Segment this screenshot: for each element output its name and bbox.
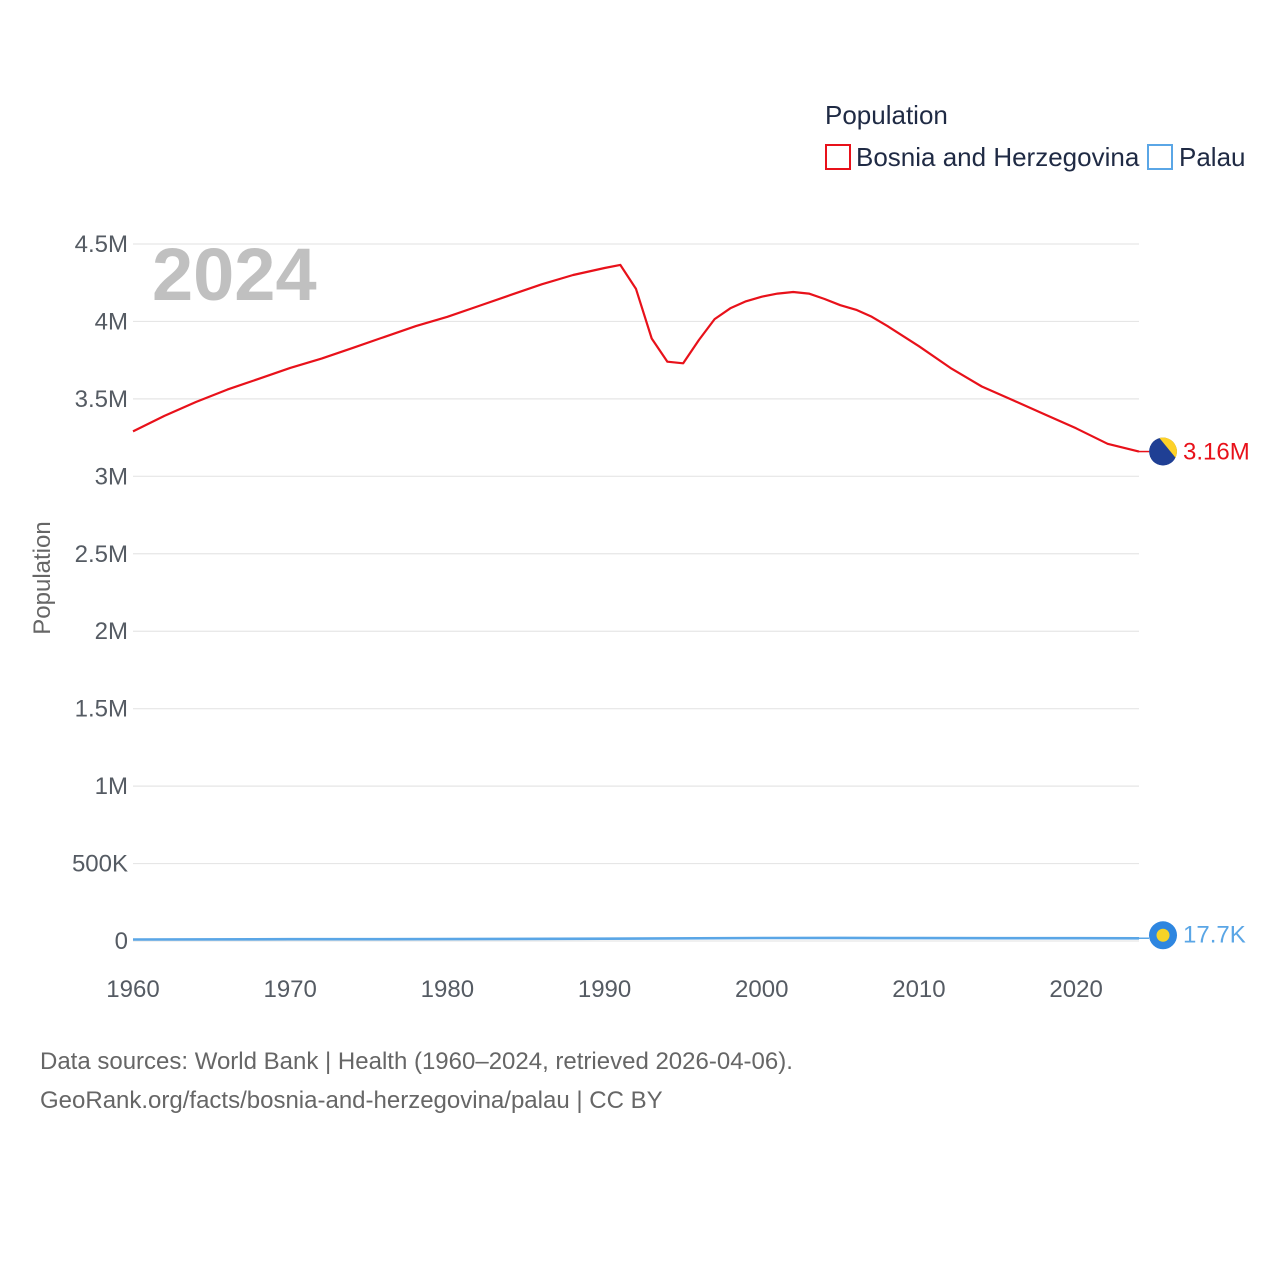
- y-tick-label: 3.5M: [75, 386, 128, 413]
- end-label-bosnia: 3.16M: [1183, 439, 1250, 466]
- y-tick-label: 4.5M: [75, 231, 128, 258]
- end-marker-bosnia: 3.16M: [1149, 437, 1250, 466]
- end-marker-palau: 17.7K: [1149, 921, 1246, 950]
- x-tick-label: 1970: [263, 976, 316, 1003]
- year-label: 2024: [152, 233, 317, 316]
- series-line-bosnia[interactable]: [132, 263, 1140, 453]
- legend-item-palau[interactable]: Palau: [1147, 142, 1246, 172]
- end-label-palau: 17.7K: [1183, 921, 1246, 948]
- y-tick-label: 1.5M: [75, 696, 128, 723]
- x-tick-label: 2020: [1049, 976, 1102, 1003]
- palau-flag-icon: [1149, 921, 1177, 950]
- x-tick-label: 2000: [735, 976, 788, 1003]
- x-tick-label: 1980: [421, 976, 474, 1003]
- legend: Population Bosnia and Herzegovina Palau: [825, 100, 1246, 172]
- y-axis-ticks: 0 500K 1M 1.5M 2M 2.5M 3M 3.5M 4M 4.5M: [72, 231, 128, 955]
- bosnia-flag-icon: [1149, 437, 1177, 466]
- legend-swatch-palau: [1147, 144, 1173, 170]
- x-tick-label: 2010: [892, 976, 945, 1003]
- gridlines: [133, 243, 1139, 942]
- legend-title: Population: [825, 100, 948, 130]
- x-tick-label: 1990: [578, 976, 631, 1003]
- series-line-palau[interactable]: [132, 936, 1140, 941]
- y-axis-title: Population: [29, 521, 56, 634]
- y-tick-label: 3M: [95, 463, 128, 490]
- series-lines: [132, 263, 1149, 941]
- x-tick-label: 1960: [106, 976, 159, 1003]
- legend-swatch-bosnia: [825, 144, 851, 170]
- y-tick-label: 0: [115, 928, 128, 955]
- y-tick-label: 4M: [95, 308, 128, 335]
- source-line-2[interactable]: GeoRank.org/facts/bosnia-and-herzegovina…: [40, 1087, 663, 1114]
- y-tick-label: 2.5M: [75, 541, 128, 568]
- legend-label-palau: Palau: [1179, 142, 1246, 172]
- x-axis-ticks: 1960 1970 1980 1990 2000 2010 2020: [106, 976, 1103, 1003]
- source-line-1: Data sources: World Bank | Health (1960–…: [40, 1048, 793, 1075]
- legend-item-bosnia[interactable]: Bosnia and Herzegovina: [825, 142, 1140, 172]
- y-tick-label: 500K: [72, 851, 128, 878]
- legend-label-bosnia: Bosnia and Herzegovina: [856, 142, 1140, 172]
- y-tick-label: 1M: [95, 773, 128, 800]
- y-tick-label: 2M: [95, 618, 128, 645]
